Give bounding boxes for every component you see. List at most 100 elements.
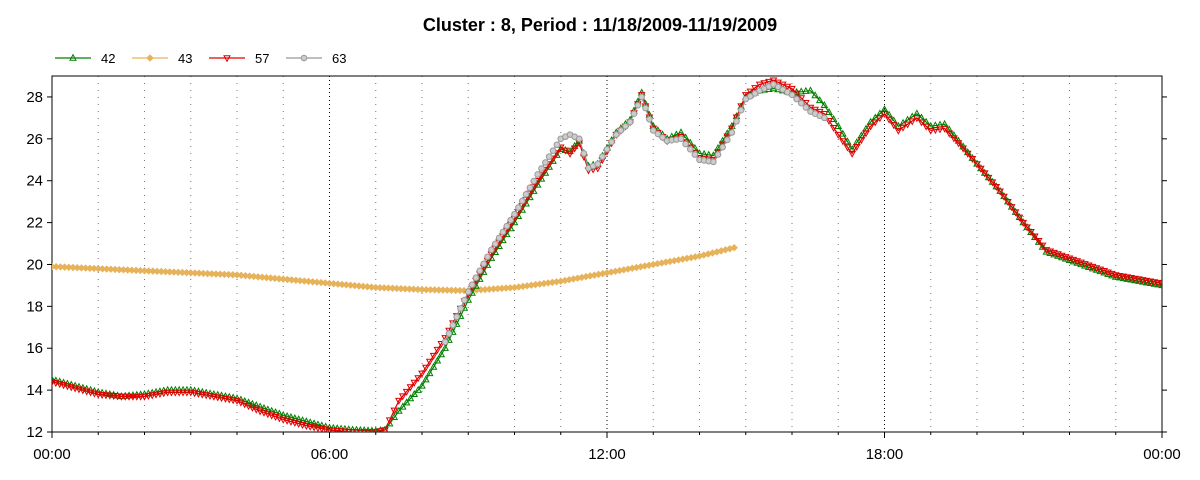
data-point xyxy=(737,106,745,114)
data-point xyxy=(984,173,993,181)
data-point xyxy=(368,429,376,432)
data-point xyxy=(425,358,434,366)
data-point xyxy=(526,184,534,191)
data-point xyxy=(445,330,453,337)
data-point xyxy=(495,234,503,242)
data-point xyxy=(723,136,731,144)
grid-lines xyxy=(97,76,1117,432)
legend-item-42: 42 xyxy=(55,51,115,66)
data-point xyxy=(686,145,694,153)
data-point xyxy=(385,417,394,425)
data-point xyxy=(765,78,773,86)
x-tick-label: 00:00 xyxy=(33,446,71,463)
data-point xyxy=(755,81,764,89)
data-point xyxy=(441,338,449,346)
data-point xyxy=(728,129,736,136)
data-point xyxy=(802,104,810,111)
data-point xyxy=(310,419,318,427)
data-point xyxy=(945,130,954,138)
data-point xyxy=(959,145,967,153)
chart-title: Cluster : 8, Period : 11/18/2009-11/19/2… xyxy=(423,15,777,35)
data-point xyxy=(337,428,345,432)
data-point xyxy=(922,123,930,131)
legend-item-63: 63 xyxy=(286,51,346,66)
data-point xyxy=(406,384,415,392)
data-point xyxy=(437,350,446,358)
series-layer xyxy=(52,77,1200,432)
data-point xyxy=(1019,219,1028,227)
data-point xyxy=(926,127,935,135)
data-point xyxy=(433,346,442,354)
data-point xyxy=(1178,285,1184,291)
series-57 xyxy=(52,77,1200,432)
data-point xyxy=(132,393,141,401)
data-point xyxy=(899,124,907,132)
series-43 xyxy=(52,244,738,295)
data-point xyxy=(333,427,342,432)
axes: 12 14 16 18 20 22 24 26 28 00:00 06:00 12:00 18:00 00… xyxy=(26,75,1181,463)
data-point xyxy=(980,168,989,176)
data-point xyxy=(857,137,866,145)
data-point xyxy=(866,123,875,131)
data-point xyxy=(566,150,574,158)
data-point xyxy=(1186,285,1192,291)
data-point xyxy=(603,145,611,153)
data-point xyxy=(894,127,903,135)
data-point xyxy=(622,122,629,130)
data-point xyxy=(1003,198,1012,206)
data-point xyxy=(441,343,449,351)
data-point xyxy=(398,402,407,410)
data-point xyxy=(175,389,184,397)
data-point xyxy=(646,115,653,123)
data-point xyxy=(94,391,103,399)
data-point xyxy=(634,102,642,109)
data-point xyxy=(1163,282,1169,288)
legend: 42 43 57 63 xyxy=(55,51,346,66)
data-point xyxy=(825,117,833,126)
data-point xyxy=(102,392,110,400)
y-tick-label: 26 xyxy=(26,131,43,148)
data-point xyxy=(626,118,634,126)
data-point xyxy=(390,407,399,415)
data-point xyxy=(1178,284,1184,290)
data-point xyxy=(788,85,796,93)
data-point xyxy=(356,429,365,432)
data-point xyxy=(1171,283,1177,289)
y-tick-label: 16 xyxy=(26,340,43,357)
data-point xyxy=(885,116,893,124)
data-point xyxy=(422,364,430,372)
data-point xyxy=(839,138,847,146)
data-point xyxy=(306,418,315,426)
data-point xyxy=(1194,286,1200,292)
data-point xyxy=(461,296,468,304)
series-line xyxy=(444,83,825,343)
data-point xyxy=(575,135,583,143)
y-tick-label: 22 xyxy=(26,215,43,232)
data-point xyxy=(940,125,949,133)
data-point xyxy=(913,115,921,123)
legend-item-43: 43 xyxy=(132,51,192,66)
data-point xyxy=(612,131,620,138)
x-tick-label: 18:00 xyxy=(866,446,904,463)
data-point xyxy=(545,153,553,160)
data-point xyxy=(843,137,852,145)
data-point xyxy=(802,86,810,94)
data-point xyxy=(973,161,981,169)
data-point xyxy=(480,260,487,268)
data-point xyxy=(1011,207,1020,215)
data-point xyxy=(433,356,442,364)
data-point xyxy=(398,393,407,401)
data-point xyxy=(553,141,561,149)
data-point xyxy=(1167,283,1173,289)
data-point xyxy=(936,126,944,134)
y-tick-label: 18 xyxy=(26,298,43,315)
data-point xyxy=(839,129,847,137)
legend-marker xyxy=(146,54,154,62)
data-point xyxy=(1167,283,1173,289)
data-point xyxy=(167,389,176,397)
data-point xyxy=(418,370,426,378)
data-point xyxy=(402,388,411,396)
data-point xyxy=(1007,204,1016,212)
data-point xyxy=(314,420,322,428)
data-point xyxy=(538,165,545,172)
